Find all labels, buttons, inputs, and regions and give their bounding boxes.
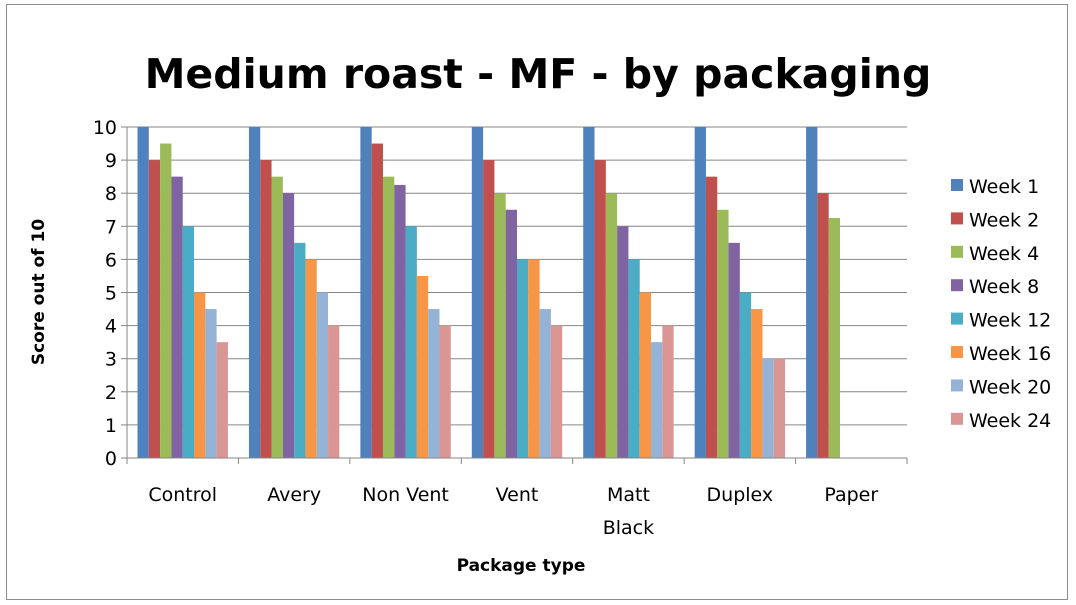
x-category-label: Vent [496, 484, 539, 506]
bar [828, 218, 840, 458]
y-tick-label: 8 [105, 183, 117, 205]
y-tick-label: 10 [93, 117, 117, 139]
bar [294, 242, 306, 458]
bar [282, 193, 295, 458]
bar [471, 127, 484, 458]
x-category-label: Control [148, 484, 217, 506]
y-tick-label: 5 [105, 283, 117, 305]
bar [639, 292, 652, 458]
legend-swatch [951, 212, 963, 225]
bar [717, 209, 729, 458]
y-tick-label: 3 [105, 349, 117, 371]
bar [382, 176, 395, 458]
x-axis-categories: Control Avery Non Vent Vent Matt Black Duplex P… [148, 484, 878, 539]
bar [182, 226, 195, 458]
legend-swatch [951, 245, 963, 258]
bar [806, 127, 818, 458]
legend-swatch [951, 179, 963, 191]
bar [694, 127, 706, 458]
bars [137, 127, 840, 459]
bar [248, 127, 261, 458]
bar [494, 193, 506, 458]
legend-label: Week 1 [969, 176, 1039, 198]
x-category-label: Paper [824, 484, 878, 506]
bar [528, 259, 540, 458]
legend-swatch [951, 412, 963, 425]
bar [651, 342, 663, 458]
bar [137, 127, 149, 458]
y-tick-label: 4 [105, 316, 117, 338]
legend-swatch [951, 379, 963, 392]
bar [817, 193, 829, 458]
y-tick-label: 0 [105, 448, 117, 470]
bar [539, 309, 551, 458]
axes [126, 127, 908, 464]
y-tick-label: 2 [105, 382, 117, 404]
x-category-label: Matt Black [603, 484, 654, 539]
y-axis-ticks: 0 1 2 3 4 5 6 7 8 9 10 [93, 117, 127, 470]
x-axis-title: Package type [457, 556, 586, 576]
bar [739, 292, 752, 458]
bar [728, 242, 740, 458]
bar [517, 259, 529, 458]
legend-label: Week 20 [969, 376, 1051, 398]
x-category-label: Avery [267, 484, 321, 506]
legend-label: Week 16 [969, 343, 1051, 365]
bar [594, 160, 606, 458]
bar [550, 325, 563, 458]
bar [583, 127, 595, 458]
bar [394, 184, 406, 459]
bar [662, 325, 674, 458]
x-category-label: Duplex [707, 484, 774, 506]
bar [194, 292, 206, 458]
bar [148, 160, 161, 458]
bar [160, 143, 172, 459]
legend-label: Week 8 [969, 276, 1039, 298]
bar [328, 325, 340, 458]
bar [416, 275, 429, 458]
legend-label: Week 4 [969, 243, 1039, 265]
y-axis-title: Score out of 10 [29, 219, 49, 365]
bar [260, 160, 272, 458]
bar [305, 259, 317, 458]
legend-swatch [951, 312, 963, 325]
bar [751, 309, 763, 458]
x-category-label: Non Vent [362, 484, 449, 506]
bar [205, 309, 217, 458]
bar [617, 226, 629, 458]
bar [216, 342, 228, 458]
bar [405, 226, 417, 458]
bar [773, 358, 786, 458]
bar [371, 143, 383, 459]
y-tick-label: 7 [105, 216, 117, 238]
bar [171, 176, 183, 458]
bar [628, 259, 640, 458]
bar [505, 209, 517, 458]
bar [483, 160, 495, 458]
legend: Week 1 Week 2 Week 4 Week 8 Week 12 Week 16 We… [951, 176, 1051, 432]
bar [762, 358, 774, 458]
bar [705, 176, 718, 458]
legend-swatch [951, 279, 963, 292]
bar [360, 127, 372, 458]
bar [605, 193, 618, 458]
legend-swatch [951, 346, 963, 358]
legend-label: Week 2 [969, 209, 1039, 231]
legend-label: Week 24 [969, 410, 1051, 432]
chart-title: Medium roast - MF - by packaging [145, 50, 932, 98]
y-tick-label: 6 [105, 249, 117, 271]
y-tick-label: 9 [105, 150, 117, 172]
bar [271, 176, 283, 458]
bar [439, 325, 451, 458]
y-tick-label: 1 [105, 415, 117, 437]
bar [316, 292, 329, 458]
legend-label: Week 12 [969, 310, 1051, 332]
bar [428, 309, 440, 458]
